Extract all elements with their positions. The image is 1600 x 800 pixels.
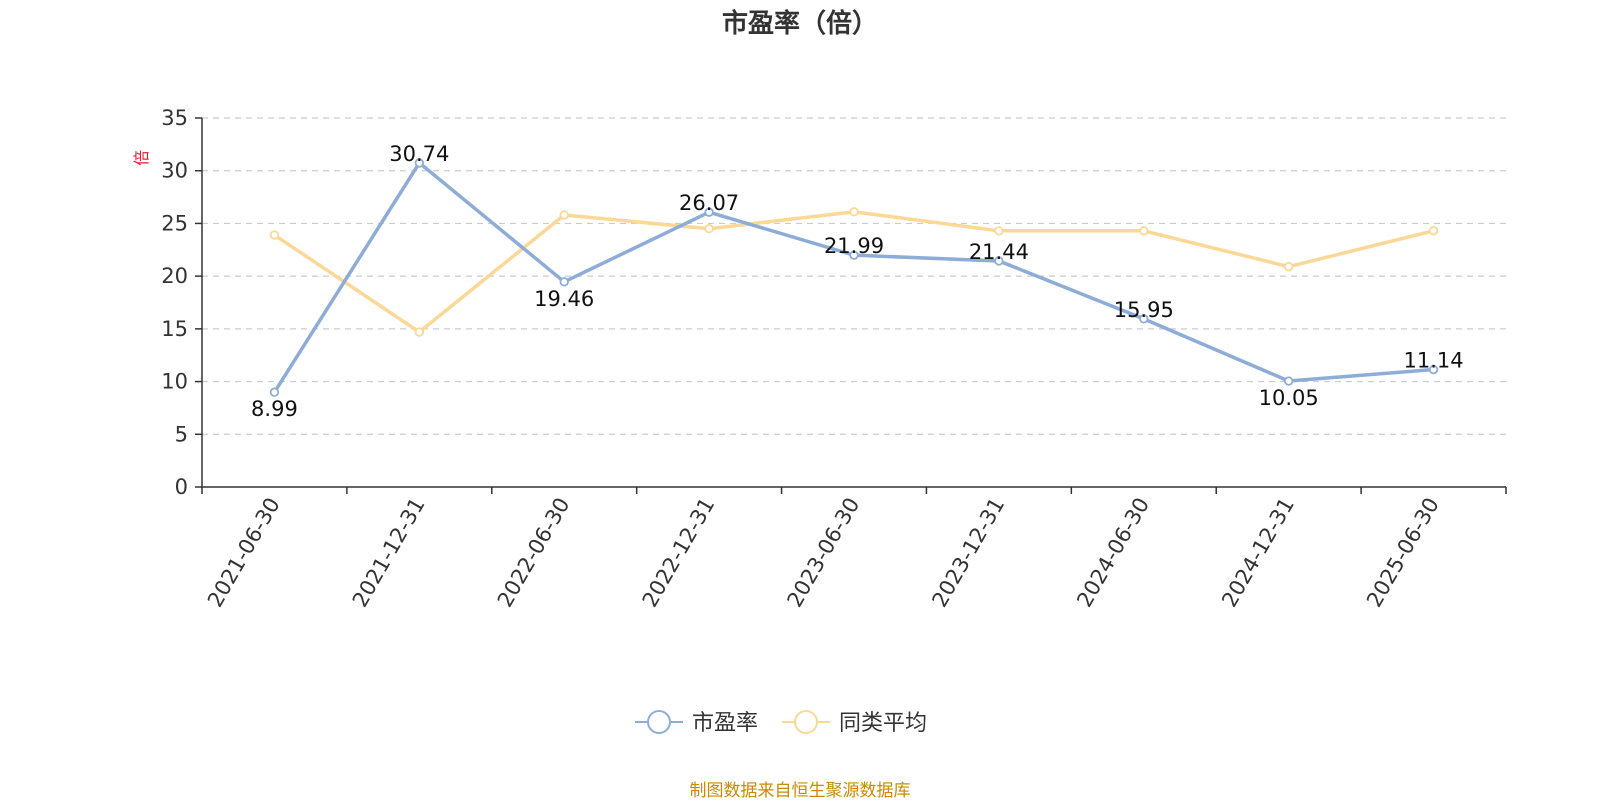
series-point-1 [1428, 226, 1439, 236]
legend-label: 同类平均 [839, 711, 927, 736]
series-point-1 [704, 223, 714, 234]
series-point-1 [849, 207, 859, 217]
x-tick-label: 2025-06-30 [1362, 494, 1444, 612]
series-point-0 [414, 158, 425, 168]
data-label: 19.46 [534, 287, 594, 311]
grid-lines [202, 117, 1506, 435]
series-lines [269, 158, 1439, 397]
series-point-0 [1283, 376, 1294, 386]
series-point-0 [1139, 314, 1149, 324]
data-label: 15.95 [1114, 298, 1174, 322]
data-labels: 8.99 30.74 19.46 26.07 21.99 21.44 15.95 10.05 1… [251, 142, 1464, 421]
legend-circle-icon [794, 710, 818, 734]
y-tick-label: 20 [161, 264, 188, 288]
y-tick-label: 30 [161, 159, 188, 183]
x-tick-label: 2023-06-30 [783, 494, 865, 612]
legend[interactable]: 市盈率 同类平均 [635, 710, 927, 736]
x-tick-label: 2024-06-30 [1072, 494, 1154, 612]
x-tick-label: 2021-12-31 [348, 494, 430, 612]
data-label: 26.07 [679, 191, 739, 215]
legend-item-0[interactable]: 市盈率 [635, 710, 758, 736]
data-label: 21.44 [969, 240, 1029, 264]
axes: 0 5 10 15 20 25 30 35 2021-06-30 2021-12-31 2022-0… [161, 106, 1507, 612]
chart-title: 市盈率（倍） [722, 8, 878, 39]
y-axis-unit-label: 倍 [132, 150, 151, 166]
data-label: 21.99 [824, 234, 884, 258]
x-tick-label: 2021-06-30 [203, 494, 285, 612]
series-point-1 [269, 230, 280, 240]
series-point-0 [559, 277, 569, 287]
x-tick-label: 2024-12-31 [1217, 494, 1299, 612]
legend-circle-icon [647, 710, 671, 734]
x-tick-label: 2022-12-31 [638, 494, 720, 612]
data-label: 8.99 [251, 397, 298, 421]
series-point-0 [849, 250, 859, 260]
series-point-0 [994, 256, 1004, 266]
source-note: 制图数据来自恒生聚源数据库 [690, 781, 911, 800]
y-tick-label: 10 [161, 370, 188, 394]
x-tick-label: 2023-12-31 [927, 494, 1009, 612]
y-tick-label: 15 [161, 317, 188, 341]
series-point-0 [1428, 364, 1439, 375]
series-line-0 [272, 161, 1434, 394]
series-point-0 [704, 207, 714, 217]
series-point-1 [994, 226, 1004, 236]
y-tick-label: 35 [161, 106, 188, 130]
x-tick-label: 2022-06-30 [493, 494, 575, 612]
y-tick-label: 5 [175, 422, 188, 446]
data-label: 11.14 [1403, 349, 1463, 373]
legend-label: 市盈率 [692, 711, 758, 736]
series-point-1 [414, 327, 425, 337]
series-line-1 [273, 210, 1434, 334]
series-point-1 [1283, 261, 1294, 272]
y-tick-label: 0 [175, 475, 188, 499]
series-point-1 [559, 210, 569, 220]
legend-item-1[interactable]: 同类平均 [782, 710, 927, 736]
y-tick-label: 25 [161, 211, 188, 235]
series-point-1 [1139, 226, 1149, 236]
data-label: 10.05 [1259, 386, 1319, 410]
series-point-0 [269, 387, 280, 397]
data-label: 30.74 [389, 142, 449, 166]
